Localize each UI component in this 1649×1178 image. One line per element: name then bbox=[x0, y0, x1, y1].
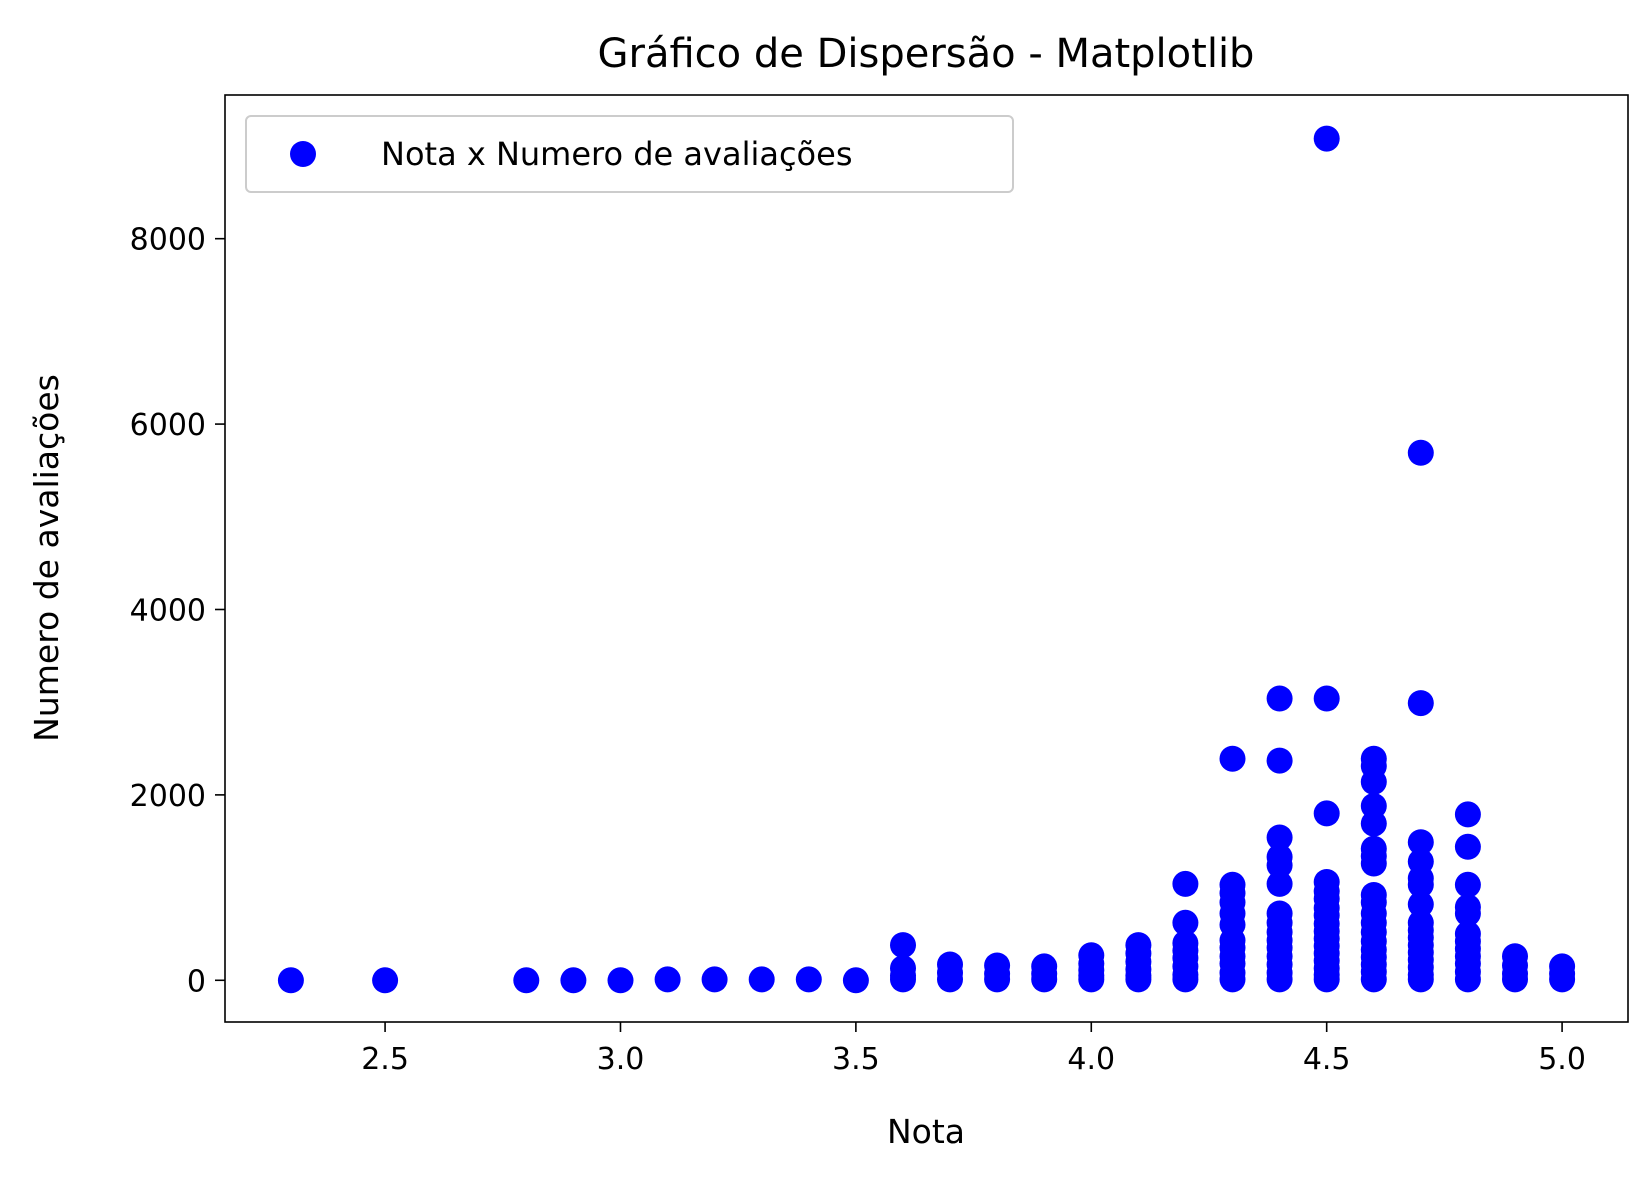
x-axis-label: Nota bbox=[887, 1112, 965, 1151]
data-point bbox=[607, 967, 634, 994]
y-axis-ticks: 0 2000 4000 6000 8000 bbox=[130, 223, 225, 999]
data-point bbox=[1266, 824, 1293, 851]
y-tick-label: 0 bbox=[187, 964, 206, 999]
data-point bbox=[937, 966, 963, 993]
data-point bbox=[890, 966, 916, 993]
data-point bbox=[748, 966, 775, 993]
data-point bbox=[1266, 870, 1293, 897]
data-point bbox=[1313, 966, 1340, 993]
data-point bbox=[1266, 747, 1293, 774]
data-point bbox=[1313, 125, 1340, 152]
data-point bbox=[1266, 966, 1293, 993]
data-point bbox=[1219, 966, 1246, 993]
legend-marker bbox=[290, 141, 316, 167]
data-point bbox=[513, 967, 540, 994]
data-markers bbox=[277, 125, 1576, 994]
x-tick-label: 5.0 bbox=[1538, 1042, 1586, 1077]
data-point bbox=[1407, 439, 1434, 466]
x-tick-label: 4.0 bbox=[1067, 1042, 1115, 1077]
x-tick-label: 2.5 bbox=[361, 1042, 409, 1077]
data-point bbox=[1549, 966, 1576, 993]
data-point bbox=[372, 967, 399, 994]
y-tick-label: 6000 bbox=[130, 408, 206, 443]
y-tick-label: 8000 bbox=[130, 223, 206, 258]
legend-label: Nota x Numero de avaliações bbox=[381, 135, 852, 173]
data-point bbox=[1360, 810, 1387, 837]
data-point bbox=[1454, 966, 1481, 993]
data-point bbox=[842, 967, 869, 994]
data-point bbox=[890, 932, 916, 959]
data-point bbox=[1454, 900, 1481, 927]
data-point bbox=[984, 966, 1011, 993]
data-point bbox=[1454, 833, 1481, 860]
data-point bbox=[560, 967, 587, 994]
data-point bbox=[1407, 829, 1434, 856]
data-point bbox=[1172, 870, 1199, 897]
y-tick-label: 4000 bbox=[130, 593, 206, 628]
data-point bbox=[1313, 685, 1340, 712]
data-point bbox=[1219, 745, 1246, 772]
data-point bbox=[1078, 966, 1105, 993]
data-point bbox=[1407, 871, 1434, 898]
x-axis-ticks: 2.5 3.0 3.5 4.0 4.5 5.0 bbox=[361, 1022, 1586, 1077]
y-axis-label: Numero de avaliações bbox=[27, 374, 66, 742]
x-tick-label: 3.0 bbox=[597, 1042, 645, 1077]
x-tick-label: 3.5 bbox=[832, 1042, 880, 1077]
data-point bbox=[1266, 852, 1293, 879]
data-point bbox=[1454, 801, 1481, 828]
data-point bbox=[1313, 800, 1340, 827]
data-point bbox=[277, 967, 304, 994]
data-point bbox=[1407, 891, 1434, 918]
x-tick-label: 4.5 bbox=[1303, 1042, 1351, 1077]
data-point bbox=[1502, 966, 1528, 993]
legend: Nota x Numero de avaliações bbox=[245, 115, 1014, 193]
chart-title: Gráfico de Dispersão - Matplotlib bbox=[598, 31, 1255, 77]
data-point bbox=[701, 966, 728, 993]
data-point bbox=[1031, 966, 1058, 993]
data-point bbox=[795, 966, 822, 993]
data-point bbox=[1172, 966, 1199, 993]
data-point bbox=[1360, 768, 1387, 795]
data-point bbox=[1407, 690, 1434, 717]
data-point bbox=[654, 966, 681, 993]
data-point bbox=[1360, 850, 1387, 877]
data-point bbox=[1360, 966, 1387, 993]
plot-area-frame bbox=[224, 94, 1629, 1023]
data-point bbox=[1125, 966, 1152, 993]
data-point bbox=[1266, 685, 1293, 712]
data-point bbox=[1454, 871, 1481, 898]
legend-box bbox=[245, 115, 1014, 193]
data-point bbox=[1407, 966, 1434, 993]
y-tick-label: 2000 bbox=[130, 779, 206, 814]
data-point bbox=[1172, 909, 1199, 936]
